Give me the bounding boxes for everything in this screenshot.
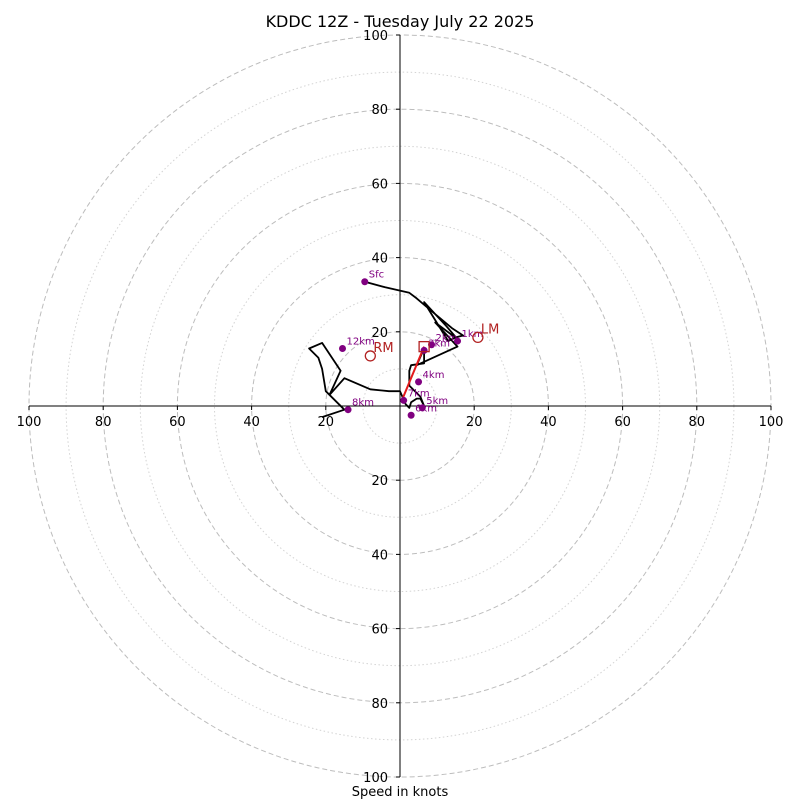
height-marker-label: Sfc: [369, 270, 384, 281]
height-marker-dot: [418, 404, 426, 412]
x-tick-label: 80: [95, 415, 112, 430]
shear-vector: [400, 346, 426, 401]
height-marker-dot: [361, 278, 369, 286]
x-tick-label: 60: [614, 415, 631, 430]
storm-motion-markers: RM LM: [364, 322, 499, 362]
y-tick-label: 60: [371, 177, 388, 192]
y-tick-label: 100: [363, 771, 388, 786]
storm-motion-circle: [472, 331, 484, 344]
x-tick-label: 40: [540, 415, 557, 430]
x-tick-label: 40: [243, 415, 260, 430]
y-tick-label: 20: [371, 474, 388, 489]
height-marker-label: 2km: [436, 333, 458, 344]
shear-vector-line: [400, 346, 426, 401]
height-marker-label: 6km: [415, 403, 437, 414]
storm-motion-circle: [364, 350, 376, 362]
height-marker-dot: [415, 378, 423, 386]
height-marker-dot: [344, 406, 352, 414]
x-tick-label: 60: [169, 415, 186, 430]
storm-motion-label: LM: [481, 322, 499, 337]
y-tick-label: 20: [371, 326, 388, 341]
chart-title: KDDC 12Z - Tuesday July 22 2025: [266, 12, 535, 31]
height-marker-label: 7km: [408, 388, 430, 399]
y-tick-label: 40: [371, 548, 388, 563]
height-marker-dot: [338, 344, 346, 352]
height-marker-label: 5km: [426, 396, 448, 407]
y-tick-label: 80: [371, 103, 388, 118]
x-tick-label: 20: [318, 415, 335, 430]
x-tick-label: 100: [17, 415, 42, 430]
mean-wind-marker: [418, 340, 430, 353]
height-marker-label: 3km: [428, 338, 450, 349]
hodograph-line: [308, 280, 465, 418]
height-marker-dot: [400, 396, 408, 404]
height-marker-label: 12km: [346, 336, 374, 347]
height-marker-dot: [420, 346, 428, 354]
x-tick-label: 100: [759, 415, 784, 430]
y-tick-label: 80: [371, 697, 388, 712]
x-axis-label: Speed in knots: [352, 785, 449, 800]
storm-motion-label: RM: [373, 341, 393, 356]
height-marker-dot: [454, 337, 462, 345]
hodograph-trace: [308, 280, 465, 418]
height-marker-label: 1km: [462, 329, 484, 340]
x-tick-label: 20: [466, 415, 483, 430]
y-tick-label: 100: [363, 29, 388, 44]
y-tick-label: 40: [371, 252, 388, 267]
tick-labels: 100 80 60 40 20 20 40 60 80 100 100 80 60 40 20 20 40 60 8…: [17, 29, 784, 786]
height-marker-label: 8km: [352, 398, 374, 409]
height-marker-dot: [428, 341, 436, 349]
y-tick-label: 60: [371, 623, 388, 638]
axes: [29, 35, 771, 777]
height-marker-dot: [407, 411, 415, 419]
height-marker-label: 4km: [423, 370, 445, 381]
x-tick-label: 80: [689, 415, 706, 430]
